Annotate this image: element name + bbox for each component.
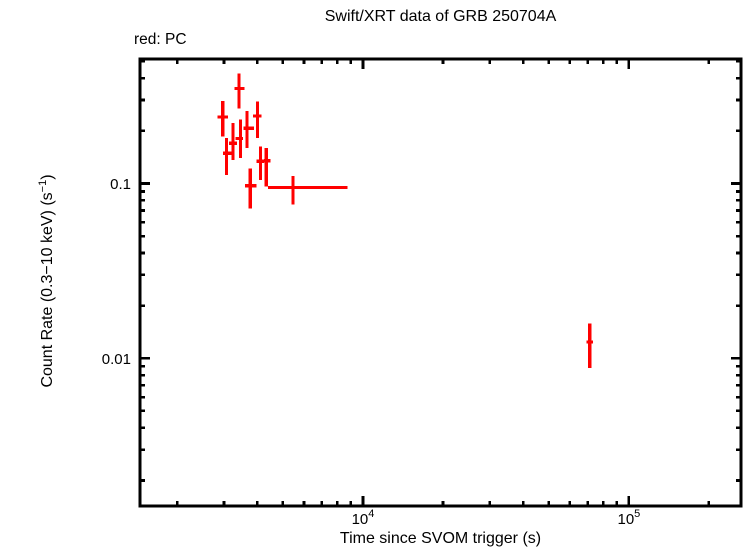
data-point bbox=[245, 168, 257, 209]
pc-data-series bbox=[217, 73, 594, 369]
plot-title: Swift/XRT data of GRB 250704A bbox=[324, 8, 557, 25]
y-tick-label: 0.1 bbox=[110, 176, 131, 193]
axis-ticks bbox=[140, 59, 741, 506]
data-point bbox=[234, 73, 245, 109]
data-point bbox=[217, 100, 229, 137]
y-tick-label: 0.01 bbox=[102, 351, 131, 368]
data-point bbox=[256, 146, 264, 180]
data-point bbox=[223, 137, 232, 175]
data-point bbox=[253, 101, 262, 138]
x-tick-label: 104 bbox=[352, 508, 375, 528]
x-axis-label: Time since SVOM trigger (s) bbox=[339, 530, 542, 547]
plot-frame bbox=[138, 57, 743, 508]
data-point bbox=[229, 123, 237, 161]
data-point bbox=[263, 148, 271, 187]
data-point bbox=[586, 323, 594, 369]
data-point bbox=[235, 119, 244, 158]
x-tick-label: 105 bbox=[617, 508, 640, 528]
mode-legend: red: PC bbox=[134, 31, 187, 48]
data-point bbox=[268, 176, 348, 205]
data-point bbox=[243, 111, 254, 149]
